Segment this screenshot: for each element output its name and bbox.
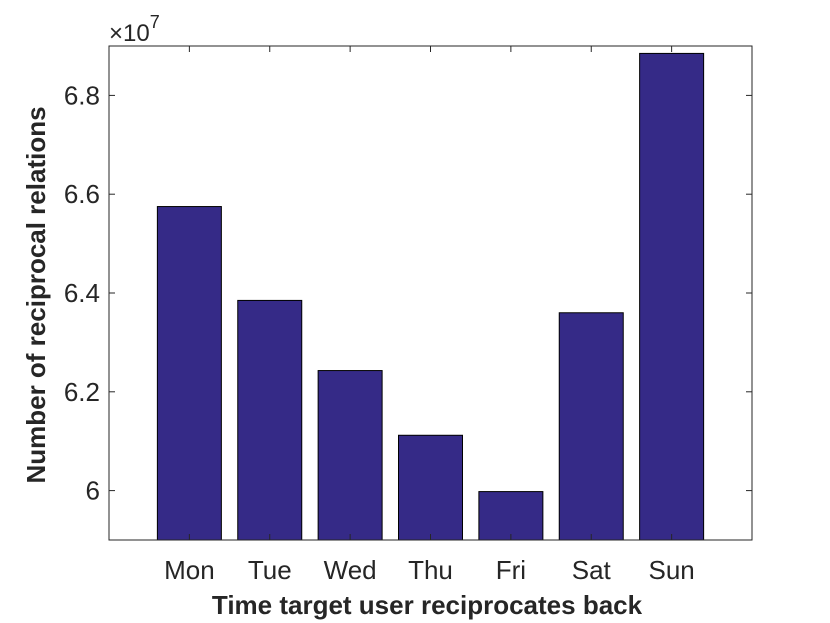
bar-tue	[237, 299, 303, 541]
bar-sat	[558, 312, 624, 541]
y-exponent-power: 7	[150, 12, 160, 32]
bar-wed	[317, 370, 383, 541]
x-tick-label: Thu	[408, 555, 453, 585]
y-tick-label: 6.6	[64, 179, 100, 209]
x-tick-label: Wed	[324, 555, 377, 585]
y-tick-label: 6.4	[64, 278, 100, 308]
y-exponent-base: ×10	[109, 20, 150, 47]
bars-group	[156, 52, 705, 541]
y-tick-label: 6	[86, 476, 100, 506]
y-exponent-label: ×107	[109, 12, 160, 47]
bar-fri	[478, 491, 544, 541]
x-tick-label: Fri	[496, 555, 526, 585]
x-tick-label: Sat	[572, 555, 612, 585]
y-ticks-group: 6 6.2 6.4 6.6 6.8	[64, 80, 752, 506]
y-tick-label: 6.8	[64, 80, 100, 110]
bar-sun	[639, 52, 705, 541]
x-ticks-group: Mon Tue Wed Thu Fri Sat Sun	[164, 46, 695, 585]
x-tick-label: Tue	[248, 555, 292, 585]
bar-mon	[156, 206, 222, 541]
y-tick-label: 6.2	[64, 377, 100, 407]
x-axis-title: Time target user reciprocates back	[212, 590, 643, 620]
x-tick-label: Sun	[648, 555, 694, 585]
x-tick-label: Mon	[164, 555, 215, 585]
bar-thu	[398, 434, 463, 541]
y-axis-title: Number of reciprocal relations	[21, 106, 51, 483]
